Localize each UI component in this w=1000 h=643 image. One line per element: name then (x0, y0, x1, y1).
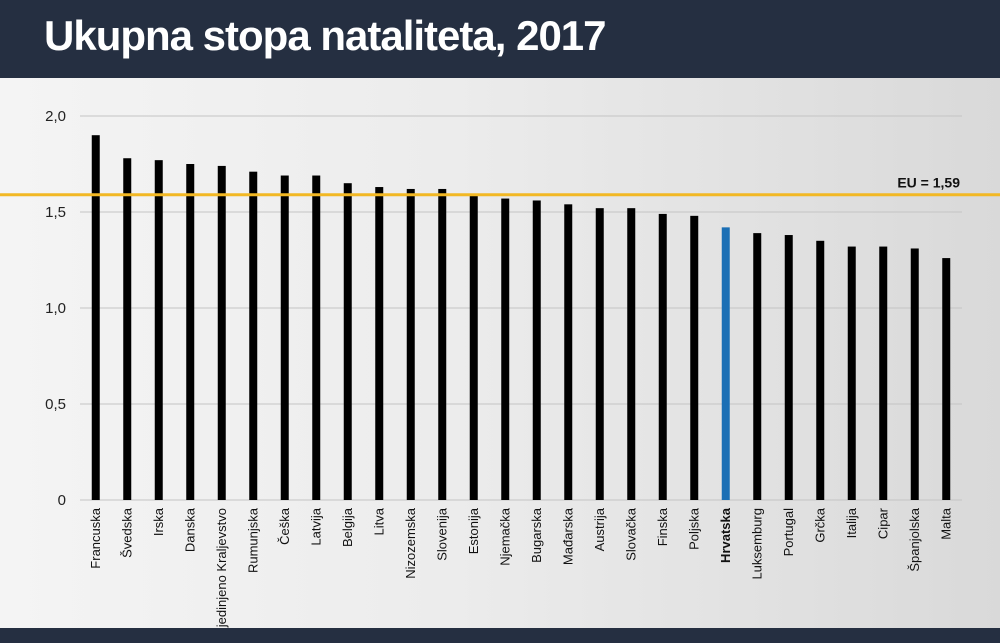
bar (721, 227, 730, 501)
x-tick-label: Slovačka (623, 507, 638, 561)
bar (879, 246, 888, 500)
x-tick-label: Češka (277, 507, 292, 545)
bar (375, 187, 384, 500)
bar (753, 233, 762, 500)
bar (784, 235, 793, 501)
x-tick-label: Italija (844, 507, 859, 538)
x-tick-label: Portugal (781, 508, 796, 557)
bar (595, 208, 604, 500)
bar (847, 246, 856, 500)
x-tick-label: Luksemburg (749, 508, 764, 580)
header-bar: Ukupna stopa nataliteta, 2017 (0, 0, 1000, 78)
bar (501, 198, 510, 500)
bar (123, 158, 132, 500)
bar (564, 204, 573, 500)
bar-chart: 0 0,5 1,0 1,5 2,0 Francuska Švedska Irska Danska… (0, 108, 1000, 628)
bar (532, 200, 541, 500)
y-tick-label: 2,0 (45, 108, 66, 125)
bar (469, 194, 478, 500)
y-tick-label: 0 (58, 492, 66, 509)
footer-bar (0, 628, 1000, 643)
x-tick-label: Slovenija (434, 507, 449, 561)
x-tick-label: Danska (182, 507, 197, 552)
y-tick-label: 1,0 (45, 300, 66, 317)
x-tick-label: Irska (151, 507, 166, 536)
bar (186, 164, 195, 500)
x-tick-label: Hrvatska (718, 507, 733, 563)
x-tick-label: Nizozemska (403, 507, 418, 579)
x-tick-label: Njemačka (497, 507, 512, 566)
bar (217, 165, 226, 501)
x-tick-label: Mađarska (560, 507, 575, 565)
x-tick-label: Austrija (592, 507, 607, 551)
bar (627, 208, 636, 500)
x-tick-label: Estonija (466, 507, 481, 554)
bar (312, 175, 321, 500)
page-title: Ukupna stopa nataliteta, 2017 (44, 12, 607, 59)
bar (154, 160, 163, 500)
x-tick-label: Litva (371, 507, 386, 535)
x-tick-label: Francuska (88, 507, 103, 568)
x-tick-label: Cipar (875, 507, 890, 539)
x-tick-label: Španjolska (907, 507, 922, 571)
chart-panel (0, 78, 1000, 628)
bar (343, 183, 352, 500)
x-tick-label: Bugarska (529, 507, 544, 563)
bar (249, 171, 258, 500)
bar (91, 135, 100, 500)
x-tick-label: Ujedinjeno Kraljevstvo (214, 508, 229, 628)
x-tick-label: Grčka (812, 507, 827, 542)
bar (690, 215, 699, 500)
bar (280, 175, 289, 500)
x-tick-label: Malta (938, 507, 953, 540)
bar (910, 248, 919, 500)
bar (816, 240, 825, 501)
bar (942, 258, 951, 500)
y-tick-label: 0,5 (45, 396, 66, 413)
x-tick-label: Švedska (119, 507, 134, 558)
bar (438, 188, 447, 500)
x-tick-label: Latvija (308, 507, 323, 545)
y-tick-label: 1,5 (45, 204, 66, 221)
bar (658, 213, 667, 501)
x-tick-label: Rumunjska (245, 507, 260, 573)
bar (406, 188, 415, 500)
eu-average-label: EU = 1,59 (897, 175, 960, 191)
x-tick-label: Finska (655, 507, 670, 546)
x-tick-label: Belgija (340, 507, 355, 547)
x-tick-label: Poljska (686, 507, 701, 550)
